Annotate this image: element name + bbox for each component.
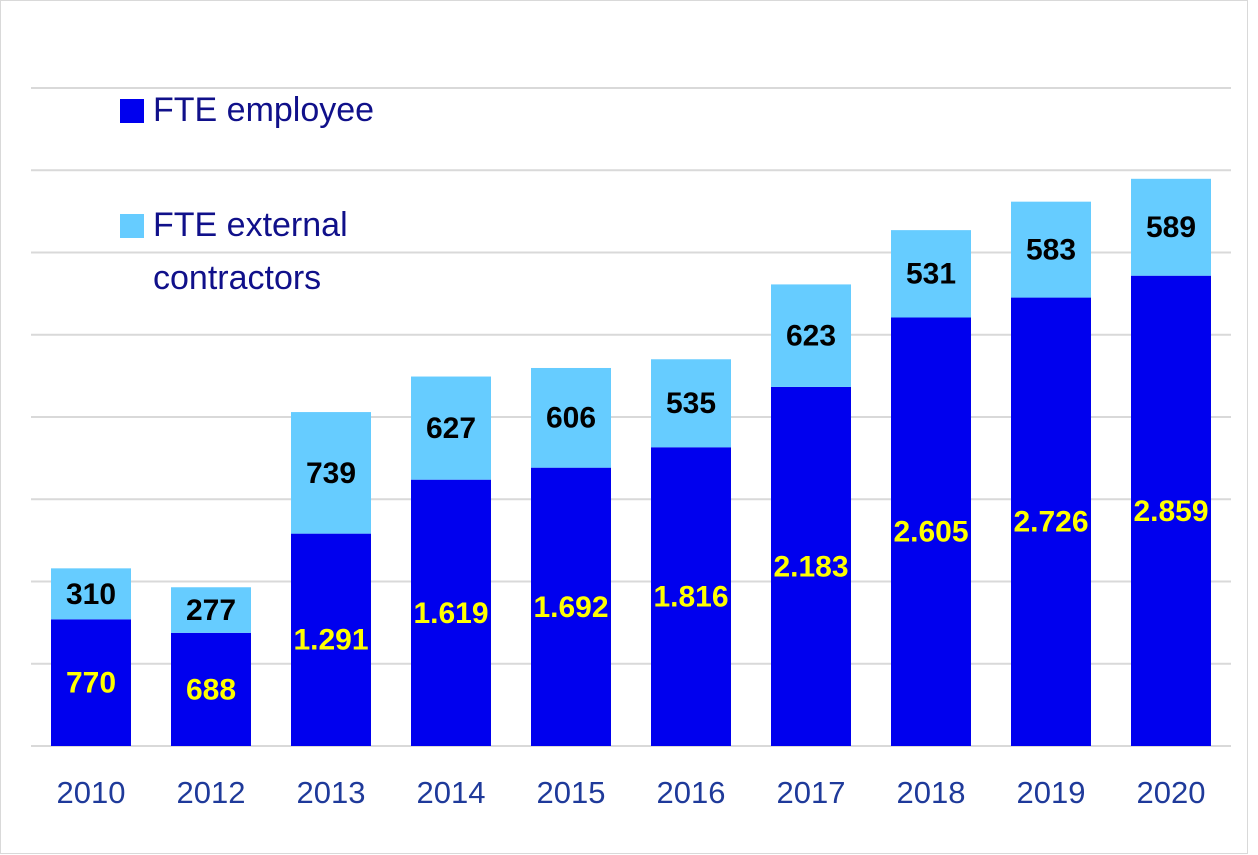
data-label: 770 — [66, 667, 116, 700]
bar-segment — [411, 479, 491, 746]
data-label: 739 — [306, 457, 356, 490]
bar-segment — [1131, 178, 1211, 276]
data-label: 310 — [66, 578, 116, 611]
legend-swatch — [120, 99, 144, 123]
legend-label: FTE external contractors — [153, 206, 348, 297]
x-tick-label: 2019 — [1017, 775, 1086, 810]
x-tick-label: 2012 — [177, 775, 246, 810]
data-label: 623 — [786, 320, 836, 353]
data-label: 2.605 — [893, 516, 968, 549]
bar-segment — [51, 568, 131, 620]
bar-segment — [51, 619, 131, 746]
data-label: 1.619 — [413, 597, 488, 630]
bar-segment — [771, 284, 851, 387]
bar-segment — [291, 412, 371, 534]
x-tick-label: 2013 — [297, 775, 366, 810]
x-tick-label: 2015 — [537, 775, 606, 810]
data-label: 688 — [186, 673, 236, 706]
data-label: 1.291 — [293, 624, 368, 657]
bar-segment — [171, 587, 251, 633]
data-label: 277 — [186, 594, 236, 627]
data-label: 1.692 — [533, 591, 608, 624]
bar-segment — [411, 376, 491, 480]
bar-segment — [1011, 297, 1091, 746]
x-tick-label: 2010 — [57, 775, 126, 810]
bar-segment — [651, 447, 731, 746]
data-label: 606 — [546, 402, 596, 435]
bar-segment — [171, 632, 251, 746]
data-label: 1.816 — [653, 581, 728, 614]
data-label: 2.183 — [773, 550, 848, 583]
data-label: 583 — [1026, 234, 1076, 267]
bar-segment — [891, 317, 971, 746]
x-tick-label: 2020 — [1137, 775, 1206, 810]
bar-segment — [651, 359, 731, 448]
bar-segment — [771, 386, 851, 746]
data-label: 531 — [906, 258, 956, 291]
bar-segment — [1011, 201, 1091, 298]
data-label: 2.726 — [1013, 506, 1088, 539]
legend-label: FTE employee — [153, 91, 375, 129]
x-tick-label: 2017 — [777, 775, 846, 810]
bar-segment — [1131, 275, 1211, 746]
bar-segment — [291, 533, 371, 746]
bar-segment — [891, 230, 971, 318]
data-label: 535 — [666, 387, 716, 420]
x-tick-label: 2018 — [897, 775, 966, 810]
x-tick-label: 2016 — [657, 775, 726, 810]
data-label: 627 — [426, 412, 476, 445]
bar-segment — [531, 467, 611, 746]
data-label: 589 — [1146, 211, 1196, 244]
x-tick-label: 2014 — [417, 775, 486, 810]
bar-segment — [531, 367, 611, 468]
data-label: 2.859 — [1133, 495, 1208, 528]
legend-swatch — [120, 214, 144, 238]
